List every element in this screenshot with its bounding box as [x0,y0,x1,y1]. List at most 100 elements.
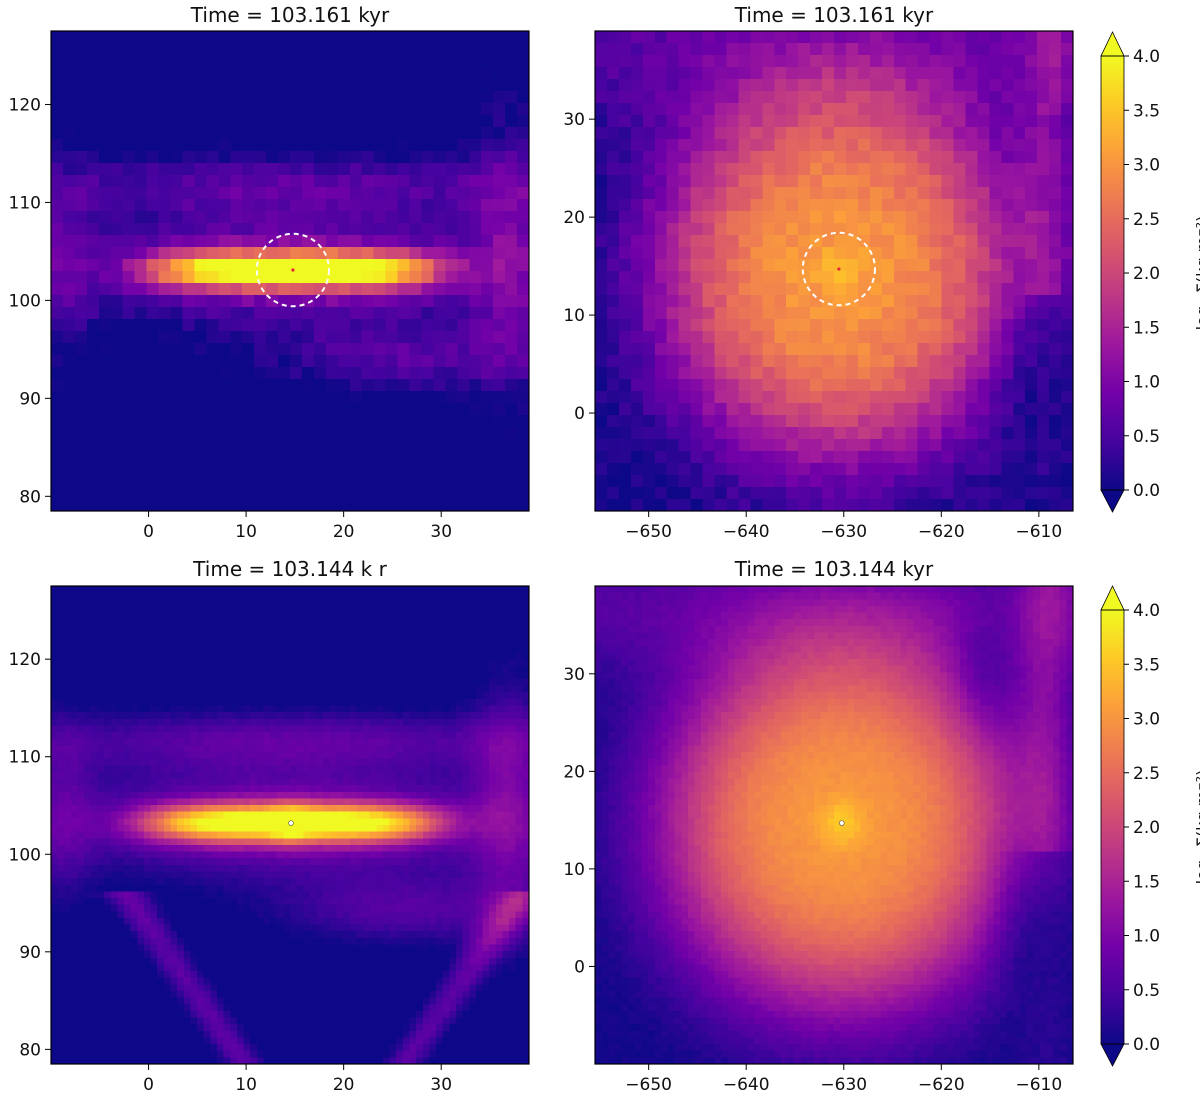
heatmap-cell [941,319,955,332]
heatmap-cell [110,463,124,476]
heatmap-cell [762,91,775,104]
heatmap-cell [738,259,751,272]
heatmap-cell [104,878,112,886]
heatmap-cell [1037,295,1050,308]
heatmap-cell [517,331,530,344]
heatmap-cell [157,964,165,972]
heatmap-cell [750,451,763,464]
heatmap-cell [110,672,118,680]
heatmap-cell [1037,211,1050,224]
heatmap-cell [90,871,99,879]
heatmap-cell [206,211,219,224]
heatmap-cell [230,451,243,464]
heatmap-cell [163,592,172,600]
heatmap-cell [893,67,907,80]
heatmap-cell [57,977,65,985]
heatmap-cell [1013,187,1026,200]
heatmap-cell [457,259,470,272]
heatmap-cell [194,163,207,176]
heatmap-cell [421,307,434,320]
heatmap-cell [110,864,118,873]
heatmap-cell [690,271,704,284]
heatmap-cell [738,439,751,452]
heatmap-cell [989,439,1002,452]
heatmap-cell [51,878,59,886]
heatmap-cell [242,487,255,500]
heatmap-cell [481,139,494,152]
heatmap-cell [325,127,339,140]
heatmap-cell [595,139,608,152]
heatmap-cell [349,151,363,164]
heatmap-cell [64,692,72,700]
heatmap-cell [834,499,847,512]
heatmap-cell [690,463,704,476]
heatmap-cell [266,163,279,176]
heatmap-cell [157,678,165,687]
heatmap-cell [881,151,895,164]
heatmap-cell [97,632,105,640]
heatmap-cell [117,838,125,846]
heatmap-cell [117,1010,125,1019]
heatmap-cell [194,319,207,332]
heatmap-cell [183,944,192,952]
heatmap-cell [124,751,132,760]
heatmap-cell [218,355,231,368]
heatmap-cell [798,379,811,392]
heatmap-cell [150,1024,158,1032]
heatmap-cell [57,1004,65,1012]
heatmap-cell [953,343,967,356]
heatmap-cell [989,31,1002,44]
heatmap-cell [254,151,267,164]
heatmap-cell [110,871,118,879]
heatmap-cell [481,343,494,356]
heatmap-cell [774,199,787,212]
heatmap-cell [445,283,458,296]
heatmap-cell [134,151,148,164]
heatmap-cell [690,391,704,404]
heatmap-cell [469,427,482,440]
heatmap-cell [738,163,751,176]
heatmap-cell [726,151,739,164]
heatmap-cell [373,223,387,236]
heatmap-cell [190,951,198,959]
heatmap-cell [254,463,267,476]
heatmap-cell [183,605,192,614]
heatmap-cell [505,43,518,56]
heatmap-cell [130,1017,138,1025]
heatmap-cell [51,625,59,634]
heatmap-cell [190,625,198,634]
heatmap-cell [163,778,172,786]
heatmap-cell [457,247,470,260]
heatmap-cell [313,379,327,392]
heatmap-cell [266,223,279,236]
heatmap-cell [666,103,680,116]
heatmap-cell [183,705,192,713]
heatmap-cell [150,732,158,740]
heatmap-cell [110,175,124,188]
heatmap-cell [218,247,231,260]
heatmap-cell [397,103,411,116]
heatmap-cell [62,319,76,332]
heatmap-cell [90,685,99,693]
heatmap-cell [90,944,99,952]
heatmap-cell [130,844,138,853]
heatmap-cell [170,811,178,819]
heatmap-cell [130,864,138,873]
colorbar-tick-label: 0.0 [1133,481,1160,501]
heatmap-cell [517,247,530,260]
heatmap-cell [893,307,907,320]
heatmap-cell [74,271,88,284]
heatmap-cell [143,904,152,912]
heatmap-cell [774,487,787,500]
colorbar-tick-label: 0.5 [1133,427,1160,447]
heatmap-cell [690,343,704,356]
heatmap-cell [150,685,158,693]
heatmap-cell [77,898,85,906]
heatmap-cell [117,798,125,806]
heatmap-cell [409,187,423,200]
heatmap-cell [170,937,178,946]
heatmap-cell [137,652,145,660]
heatmap-cell [194,79,207,92]
heatmap-cell [157,625,165,634]
heatmap-cell [84,639,92,647]
